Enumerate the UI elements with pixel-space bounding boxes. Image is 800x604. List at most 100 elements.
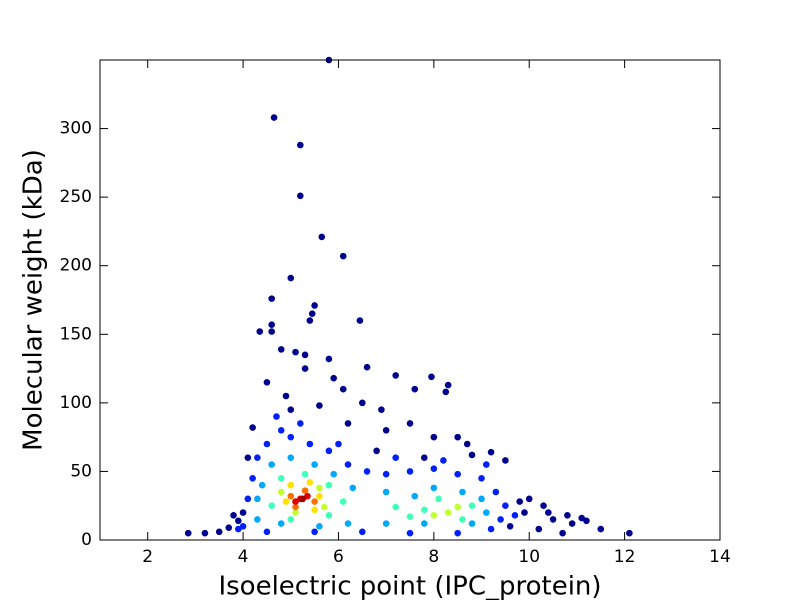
point xyxy=(454,470,461,478)
point xyxy=(306,479,314,486)
point xyxy=(392,372,399,379)
point xyxy=(339,498,347,505)
point xyxy=(311,506,318,514)
point xyxy=(268,502,275,510)
point xyxy=(287,516,295,523)
point xyxy=(268,461,275,468)
point xyxy=(435,495,442,503)
point xyxy=(339,385,347,393)
point xyxy=(483,461,490,468)
x-tick-label: 6 xyxy=(333,547,344,567)
point xyxy=(301,365,309,372)
point xyxy=(502,457,509,464)
point xyxy=(282,392,290,400)
point xyxy=(430,484,438,492)
point xyxy=(254,495,261,503)
point xyxy=(249,474,256,482)
y-tick-label: 0 xyxy=(81,530,92,550)
point xyxy=(583,517,590,525)
point xyxy=(320,503,328,511)
y-tick-label: 300 xyxy=(60,119,92,139)
point xyxy=(268,321,275,328)
point xyxy=(263,378,271,386)
point xyxy=(492,488,500,496)
point xyxy=(311,461,318,468)
point xyxy=(230,512,237,519)
point xyxy=(301,470,309,478)
point xyxy=(277,346,285,353)
point xyxy=(301,487,309,494)
point xyxy=(511,512,519,519)
point xyxy=(454,503,461,511)
point xyxy=(244,454,252,462)
point xyxy=(392,503,399,511)
point xyxy=(497,516,504,523)
point xyxy=(325,447,333,455)
point xyxy=(454,433,461,441)
point xyxy=(297,192,304,200)
point xyxy=(277,520,285,527)
point xyxy=(287,274,295,282)
point xyxy=(235,525,242,533)
point xyxy=(268,328,275,335)
point xyxy=(382,470,390,478)
point xyxy=(277,474,285,482)
point xyxy=(299,495,306,503)
point xyxy=(277,488,285,496)
point xyxy=(330,470,337,478)
point xyxy=(487,448,495,456)
point xyxy=(442,388,450,396)
point xyxy=(506,522,514,530)
point xyxy=(392,454,399,462)
point xyxy=(359,528,366,536)
point xyxy=(356,317,364,324)
point xyxy=(363,363,371,371)
point xyxy=(430,465,438,472)
point xyxy=(487,525,495,533)
point xyxy=(378,406,385,414)
point xyxy=(316,484,323,492)
point xyxy=(292,503,299,511)
point xyxy=(201,529,209,537)
point xyxy=(349,484,357,492)
point xyxy=(440,457,447,464)
point xyxy=(406,468,414,475)
points xyxy=(184,56,633,537)
point xyxy=(311,498,318,505)
y-tick-label: 250 xyxy=(60,187,92,207)
y-axis-label: Molecular weight (kDa) xyxy=(19,149,49,451)
x-tick-label: 12 xyxy=(614,547,636,567)
point xyxy=(277,426,285,434)
point xyxy=(382,520,390,527)
point xyxy=(478,474,485,482)
point xyxy=(430,433,438,441)
point xyxy=(292,509,299,516)
point xyxy=(382,426,390,434)
point xyxy=(225,524,233,531)
point xyxy=(545,509,552,516)
point xyxy=(344,461,352,468)
point xyxy=(626,529,633,537)
point xyxy=(359,399,366,407)
point xyxy=(325,512,333,519)
point xyxy=(516,498,523,505)
point xyxy=(287,433,295,441)
point xyxy=(263,528,271,536)
point xyxy=(235,517,242,525)
point xyxy=(540,502,547,510)
point xyxy=(468,451,476,459)
point xyxy=(325,481,333,489)
point xyxy=(330,374,337,382)
point xyxy=(444,509,452,516)
point xyxy=(282,498,290,505)
plot-frame xyxy=(99,59,721,541)
point xyxy=(308,310,316,318)
y-tick-label: 50 xyxy=(70,461,92,481)
point xyxy=(254,516,261,523)
point xyxy=(184,529,192,537)
point xyxy=(256,328,264,335)
point xyxy=(239,509,247,516)
point xyxy=(502,502,509,510)
